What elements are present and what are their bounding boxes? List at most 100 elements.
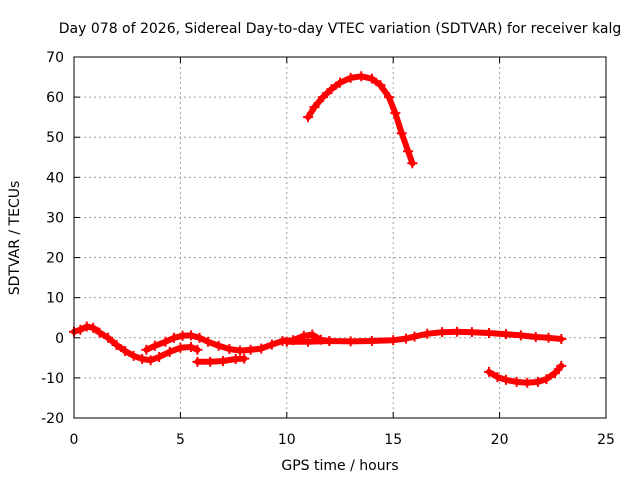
data-point [483, 327, 494, 338]
series-track-high [303, 71, 418, 169]
x-tick-label: 5 [176, 432, 185, 448]
data-point [345, 336, 356, 347]
data-point [217, 356, 228, 367]
data-point [522, 377, 533, 388]
data-point [145, 355, 156, 366]
y-tick-label: 30 [46, 210, 64, 226]
y-tick-label: 70 [46, 50, 64, 66]
y-tick-label: -10 [41, 371, 64, 387]
data-point [556, 333, 567, 344]
data-point [335, 77, 345, 88]
series-trace [305, 73, 416, 167]
data-point [141, 344, 152, 355]
tick-layer: 0 5 10 15 20 25 -20 -10 0 10 20 30 40 50 60 70 [41, 50, 615, 448]
data-point [239, 353, 250, 364]
data-point [452, 326, 463, 337]
data-point [303, 112, 314, 123]
y-tick-label: -20 [41, 411, 64, 427]
data-point [541, 374, 552, 385]
data-point [194, 332, 205, 343]
data-point [532, 376, 543, 387]
data-point [549, 368, 560, 379]
data-point [326, 84, 337, 95]
data-point [345, 72, 356, 83]
chart-title: Day 078 of 2026, Sidereal Day-to-day VTE… [59, 21, 621, 37]
data-point [307, 329, 318, 340]
x-axis-label: GPS time / hours [281, 458, 398, 474]
data-point [213, 340, 224, 351]
data-point [530, 331, 541, 342]
data-point [186, 330, 197, 341]
data-point [390, 108, 401, 119]
data-point [515, 330, 526, 341]
y-tick-label: 10 [46, 291, 64, 307]
data-point [88, 322, 99, 333]
data-point [317, 92, 328, 103]
data-point [396, 128, 407, 139]
x-tick-label: 20 [491, 432, 509, 448]
data-point [120, 346, 131, 357]
data-point [169, 332, 180, 343]
y-tick-label: 50 [46, 130, 64, 146]
series-track-early-1 [69, 321, 203, 366]
y-tick-label: 0 [55, 331, 64, 347]
data-point [407, 158, 418, 169]
series-track-main [281, 326, 567, 347]
data-point [103, 332, 114, 343]
data-point [175, 342, 186, 353]
data-point [500, 374, 511, 385]
data-point [81, 321, 92, 332]
data-point [149, 340, 160, 351]
data-point [137, 354, 148, 365]
x-tick-label: 0 [70, 432, 79, 448]
data-point [409, 331, 420, 342]
data-point [356, 71, 367, 82]
x-tick-label: 25 [597, 432, 615, 448]
data-point [543, 332, 554, 343]
data-point [177, 330, 188, 341]
data-point [366, 73, 377, 84]
data-point [366, 335, 377, 346]
data-point [160, 336, 171, 347]
plot-frame [73, 56, 607, 419]
series-track-early-3 [192, 353, 250, 367]
data-point [511, 376, 522, 387]
data-point [186, 342, 197, 353]
y-tick-label: 60 [46, 90, 64, 106]
data-point [192, 356, 203, 367]
data-point [75, 324, 86, 335]
data-point [111, 339, 122, 350]
data-point [466, 327, 477, 338]
data-point [203, 336, 214, 347]
grid-layer [74, 57, 606, 418]
data-point [266, 339, 277, 350]
data-point [400, 333, 411, 344]
data-point [205, 356, 216, 367]
data-point [492, 372, 503, 383]
data-point [128, 350, 139, 361]
x-tick-label: 15 [384, 432, 402, 448]
data-point [375, 80, 386, 91]
x-tick-label: 10 [278, 432, 296, 448]
data-point [281, 336, 292, 347]
data-point [234, 345, 245, 356]
y-axis-label: SDTVAR / TECUs [7, 181, 23, 296]
data-point [230, 354, 241, 365]
data-point [224, 344, 235, 355]
data-point [154, 352, 165, 363]
data-point [309, 102, 320, 113]
data-point [324, 335, 335, 346]
data-point [245, 344, 256, 355]
data-point [256, 343, 267, 354]
data-point [403, 146, 414, 157]
data-point [500, 329, 511, 340]
data-point [303, 336, 314, 347]
data-point [422, 328, 433, 339]
data-point [192, 344, 203, 355]
data-layer [69, 71, 567, 388]
data-point [94, 327, 105, 338]
data-point [164, 346, 175, 357]
data-point [388, 335, 399, 346]
